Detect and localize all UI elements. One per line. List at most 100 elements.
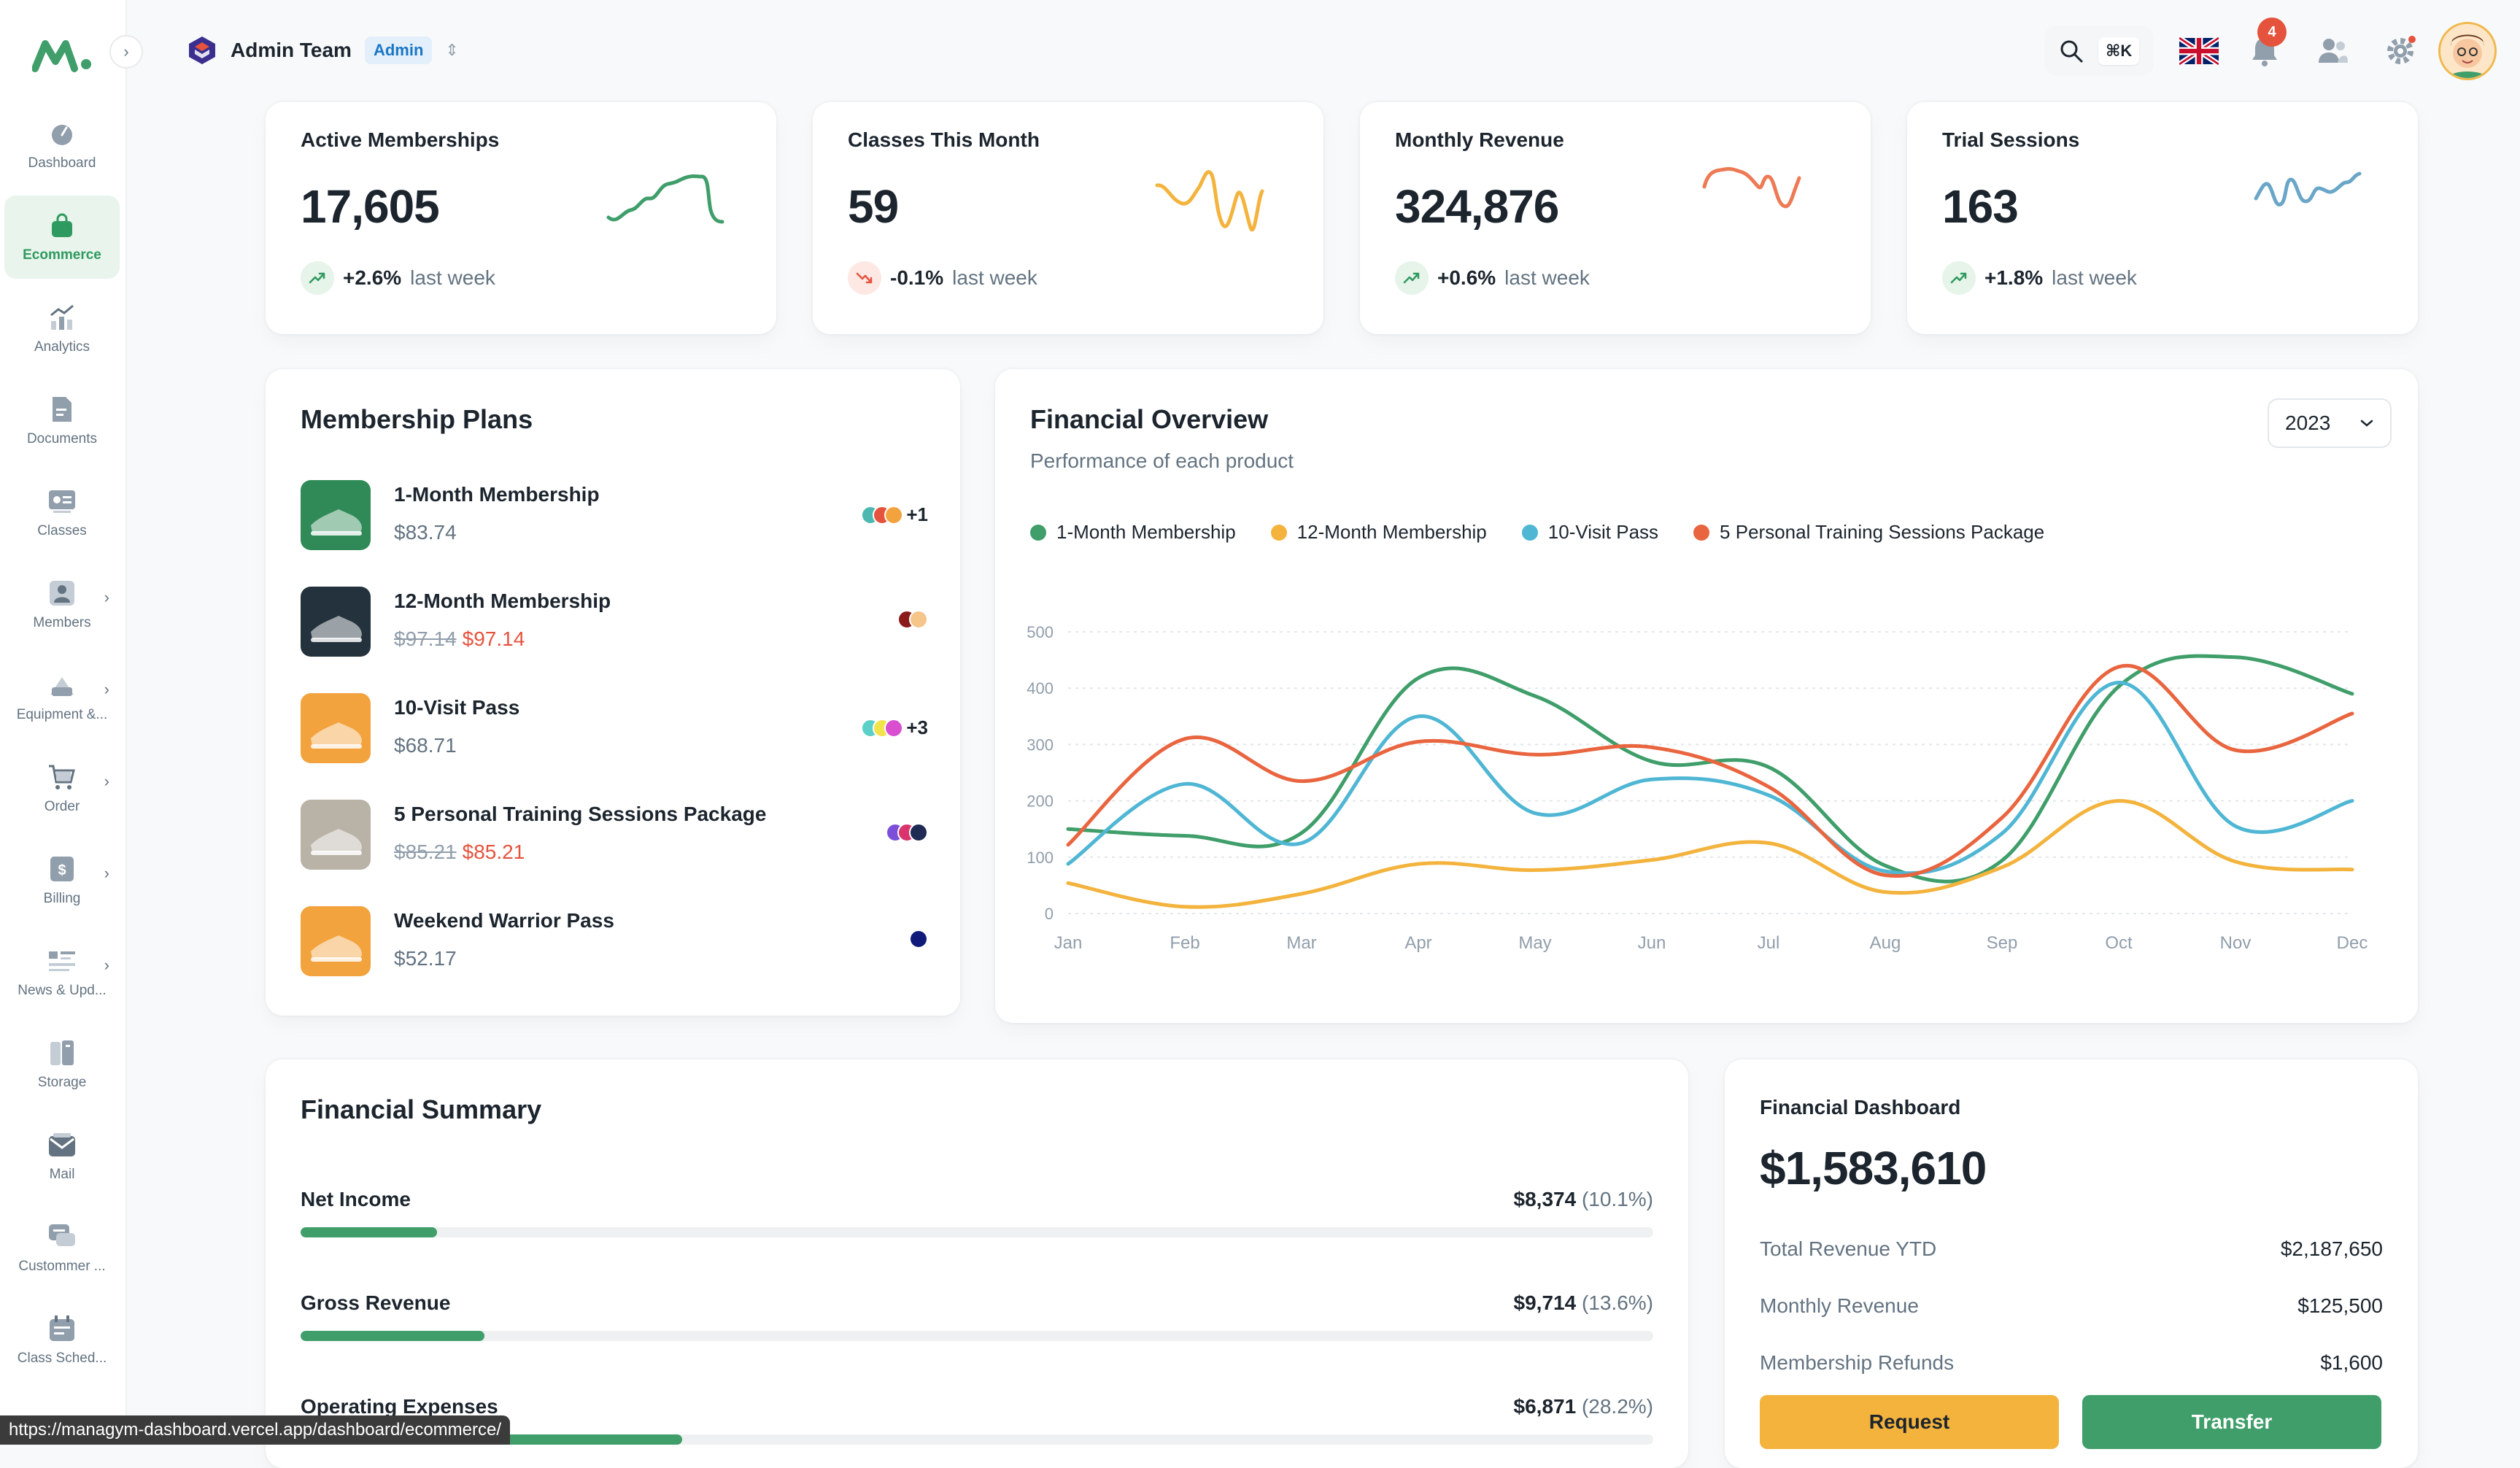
color-swatch bbox=[884, 718, 904, 738]
plan-item[interactable]: Weekend Warrior Pass $52.17 bbox=[301, 905, 928, 978]
plan-item[interactable]: 12-Month Membership $97.14 $97.14 bbox=[301, 585, 928, 658]
x-tick-label: Oct bbox=[2105, 933, 2133, 953]
chart-legend: 1-Month Membership 12-Month Membership 10-… bbox=[1030, 521, 2044, 544]
plan-price: $97.14 $97.14 bbox=[394, 627, 525, 651]
mail-icon bbox=[47, 1130, 77, 1159]
color-swatch bbox=[909, 823, 928, 842]
sidebar-item-analytics[interactable]: Analytics bbox=[4, 287, 120, 371]
x-tick-label: May bbox=[1518, 933, 1551, 953]
dashboard-row: Total Revenue YTD $2,187,650 bbox=[1760, 1237, 2383, 1261]
sidebar-item-class-sched[interactable]: Class Sched... bbox=[4, 1299, 120, 1382]
x-tick-label: Dec bbox=[2337, 933, 2368, 953]
stat-card-trial-sessions: Trial Sessions 163 +1.8% last week bbox=[1907, 102, 2418, 334]
legend-dot bbox=[1270, 524, 1287, 541]
sidebar-item-news-upd[interactable]: News & Upd... › bbox=[4, 931, 120, 1014]
legend-item[interactable]: 5 Personal Training Sessions Package bbox=[1693, 521, 2044, 544]
sidebar-item-mail[interactable]: Mail bbox=[4, 1115, 120, 1198]
series-line-10-visit-pass[interactable] bbox=[1066, 680, 2354, 876]
contacts-button[interactable] bbox=[2313, 31, 2354, 72]
team-switcher[interactable]: Admin Team Admin ⇕ bbox=[187, 32, 459, 69]
trend-percent: -0.1% bbox=[890, 266, 944, 289]
stat-value: 163 bbox=[1942, 180, 2019, 233]
sidebar-item-label: Ecommerce bbox=[23, 247, 101, 263]
trend-up-icon bbox=[1942, 261, 1976, 295]
avatar[interactable] bbox=[2438, 22, 2497, 80]
sidebar-item-ecommerce[interactable]: Ecommerce bbox=[4, 196, 120, 279]
financial-overview-card: Financial Overview Performance of each p… bbox=[995, 369, 2418, 1023]
analytics-icon bbox=[47, 303, 77, 332]
sidebar-item-order[interactable]: Order › bbox=[4, 747, 120, 830]
color-swatch bbox=[884, 505, 904, 525]
sidebar-item-label: Classes bbox=[37, 523, 87, 538]
plan-name: Weekend Warrior Pass bbox=[394, 909, 614, 932]
summary-row-label: Operating Expenses bbox=[301, 1395, 498, 1418]
plan-item[interactable]: 1-Month Membership $83.74 +1 bbox=[301, 479, 928, 552]
chevron-right-icon: › bbox=[104, 772, 109, 790]
sidebar-item-label: Storage bbox=[37, 1075, 87, 1090]
color-swatches bbox=[897, 610, 928, 629]
settings-button[interactable] bbox=[2380, 31, 2421, 72]
sidebar-item-custommer[interactable]: Custommer ... bbox=[4, 1207, 120, 1290]
search-shortcut: ⌘K bbox=[2098, 37, 2140, 65]
plan-item[interactable]: 5 Personal Training Sessions Package $85.… bbox=[301, 798, 928, 871]
trend-note: last week bbox=[1504, 266, 1590, 289]
progress-track bbox=[301, 1227, 1653, 1237]
transfer-button[interactable]: Transfer bbox=[2082, 1395, 2381, 1449]
plan-item[interactable]: 10-Visit Pass $68.71 +3 bbox=[301, 692, 928, 765]
sidebar-collapse-button[interactable]: › bbox=[109, 35, 143, 69]
section-title: Financial Overview bbox=[1030, 404, 1269, 434]
sidebar-item-equipment[interactable]: Equipment &... › bbox=[4, 655, 120, 738]
stat-title: Active Memberships bbox=[301, 128, 500, 151]
news-icon bbox=[47, 946, 77, 976]
plan-name: 10-Visit Pass bbox=[394, 696, 520, 719]
summary-row-value: $6,871 (28.2%) bbox=[1514, 1395, 1653, 1418]
stat-trend: -0.1% last week bbox=[848, 261, 1037, 295]
legend-item[interactable]: 12-Month Membership bbox=[1270, 521, 1487, 544]
sidebar-item-billing[interactable]: $ Billing › bbox=[4, 839, 120, 922]
stat-trend: +1.8% last week bbox=[1942, 261, 2137, 295]
x-tick-label: Mar bbox=[1286, 933, 1316, 953]
sidebar-item-dashboard[interactable]: Dashboard bbox=[4, 104, 120, 187]
progress-track bbox=[301, 1331, 1653, 1341]
plan-old-price: $97.14 bbox=[394, 627, 457, 650]
sidebar-item-classes[interactable]: Classes bbox=[4, 471, 120, 555]
trend-note: last week bbox=[2052, 266, 2137, 289]
color-swatches bbox=[886, 823, 928, 842]
sidebar-item-documents[interactable]: Documents bbox=[4, 379, 120, 463]
color-swatches: +3 bbox=[861, 716, 928, 739]
dashboard-row-value: $125,500 bbox=[2297, 1294, 2383, 1317]
legend-item[interactable]: 10-Visit Pass bbox=[1521, 521, 1658, 544]
financial-dashboard-card: Financial Dashboard $1,583,610 Total Rev… bbox=[1725, 1059, 2418, 1468]
y-tick-label: 500 bbox=[1027, 623, 1054, 641]
stat-value: 59 bbox=[848, 180, 899, 233]
plan-price: $85.21 $85.21 bbox=[394, 841, 525, 864]
series-line-12-month-membership[interactable] bbox=[1066, 799, 2354, 909]
summary-row-label: Net Income bbox=[301, 1188, 411, 1210]
plan-price-value: $52.17 bbox=[394, 947, 457, 970]
sidebar: Dashboard Ecommerce Analytics Documents Clas… bbox=[0, 0, 127, 1445]
brand-logo[interactable] bbox=[32, 36, 93, 73]
sidebar-item-label: Equipment &... bbox=[16, 707, 108, 722]
y-tick-label: 300 bbox=[1027, 735, 1054, 754]
summary-percent: (10.1%) bbox=[1581, 1188, 1653, 1210]
sidebar-item-members[interactable]: Members › bbox=[4, 563, 120, 646]
dashboard-row: Monthly Revenue $125,500 bbox=[1760, 1294, 2383, 1318]
y-tick-label: 200 bbox=[1027, 792, 1054, 811]
x-tick-label: Sep bbox=[1987, 933, 2018, 953]
chevron-right-icon: › bbox=[104, 588, 109, 606]
language-button[interactable] bbox=[2179, 31, 2219, 72]
search-button[interactable]: ⌘K bbox=[2044, 26, 2154, 76]
year-select[interactable]: 2023 bbox=[2268, 398, 2392, 448]
legend-item[interactable]: 1-Month Membership bbox=[1030, 521, 1236, 544]
y-tick-label: 100 bbox=[1027, 849, 1054, 867]
trend-note: last week bbox=[952, 266, 1037, 289]
series-line-5-personal-training-sessions-package[interactable] bbox=[1066, 663, 2354, 878]
x-tick-label: Jun bbox=[1638, 933, 1666, 953]
request-button[interactable]: Request bbox=[1760, 1395, 2059, 1449]
sidebar-item-storage[interactable]: Storage bbox=[4, 1023, 120, 1106]
sidebar-item-label: Class Sched... bbox=[17, 1351, 107, 1366]
sidebar-item-label: Order bbox=[44, 799, 80, 814]
search-icon bbox=[2060, 40, 2083, 63]
cart-icon bbox=[47, 762, 77, 792]
sort-arrows-icon: ⇕ bbox=[445, 41, 459, 59]
